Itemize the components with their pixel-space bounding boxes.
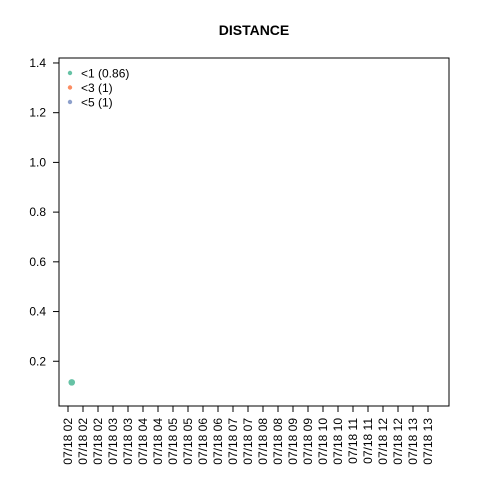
x-tick-label: 07/18 06 xyxy=(211,418,225,465)
legend-label: <5 (1) xyxy=(81,96,113,110)
x-axis: 07/18 02 07/18 02 07/18 02 07/18 03 07/18 03… xyxy=(61,405,435,465)
x-tick-label: 07/18 09 xyxy=(286,418,300,465)
y-tick-label: 0.8 xyxy=(29,205,46,219)
legend-label: <3 (1) xyxy=(81,81,113,95)
y-tick-label: 1.0 xyxy=(29,155,46,169)
x-tick-label: 07/18 12 xyxy=(376,418,390,465)
legend-marker xyxy=(67,85,73,90)
x-tick-label: 07/18 05 xyxy=(181,418,195,465)
x-tick-label: 07/18 07 xyxy=(241,418,255,465)
y-axis: 0.2 0.4 0.6 0.8 1.0 1.2 1.4 xyxy=(29,56,60,368)
y-tick-label: 1.2 xyxy=(29,106,46,120)
y-tick-label: 0.6 xyxy=(29,255,46,269)
y-tick-label: 1.4 xyxy=(29,56,46,70)
legend-marker xyxy=(67,70,73,76)
y-tick-label: 0.2 xyxy=(29,354,46,368)
x-tick-label: 07/18 02 xyxy=(91,418,105,465)
plot-frame xyxy=(58,57,450,407)
x-tick-label: 07/18 12 xyxy=(391,418,405,465)
legend: <1 (0.86)<3 (1)<5 (1) xyxy=(67,67,129,110)
x-tick-label: 07/18 03 xyxy=(121,418,135,465)
x-tick-label: 07/18 13 xyxy=(421,418,435,465)
x-tick-label: 07/18 04 xyxy=(136,418,150,465)
data-points xyxy=(68,379,76,386)
x-tick-label: 07/18 11 xyxy=(346,418,360,464)
x-tick-label: 07/18 02 xyxy=(61,418,75,465)
x-tick-label: 07/18 06 xyxy=(196,418,210,465)
chart-title: DISTANCE xyxy=(219,22,290,38)
x-tick-label: 07/18 07 xyxy=(226,418,240,465)
legend-marker xyxy=(67,99,73,105)
x-tick-label: 07/18 03 xyxy=(106,418,120,465)
x-tick-label: 07/18 08 xyxy=(271,418,285,465)
x-tick-label: 07/18 09 xyxy=(301,418,315,465)
x-tick-label: 07/18 05 xyxy=(166,418,180,465)
x-tick-label: 07/18 04 xyxy=(151,418,165,465)
x-tick-label: 07/18 08 xyxy=(256,418,270,465)
x-tick-label: 07/18 02 xyxy=(76,418,90,465)
x-tick-label: 07/18 11 xyxy=(361,418,375,464)
data-point xyxy=(68,379,76,386)
legend-label: <1 (0.86) xyxy=(81,67,129,81)
x-tick-label: 07/18 10 xyxy=(331,418,345,465)
x-tick-label: 07/18 13 xyxy=(406,418,420,465)
y-tick-label: 0.4 xyxy=(29,305,46,319)
x-tick-label: 07/18 10 xyxy=(316,418,330,465)
